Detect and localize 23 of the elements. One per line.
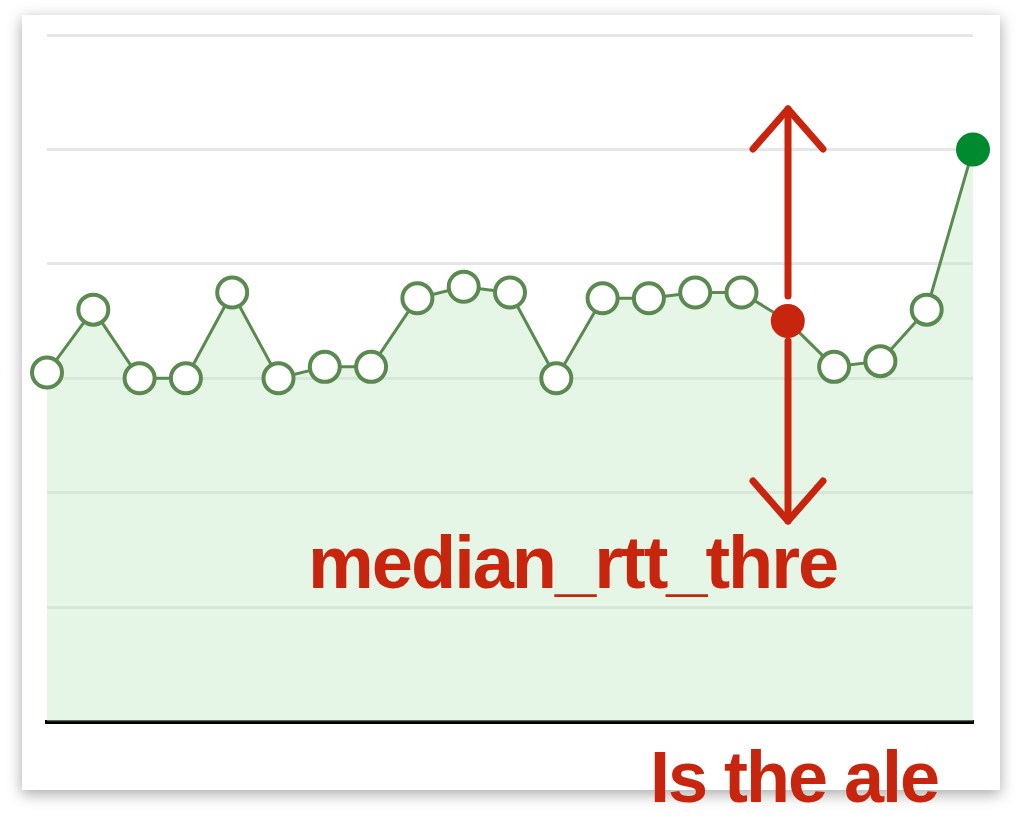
point <box>400 281 435 316</box>
point <box>354 349 389 384</box>
point <box>261 361 296 396</box>
point <box>724 275 759 310</box>
point <box>493 275 527 310</box>
annotation: median_rtt_thre <box>308 520 838 605</box>
point <box>956 132 990 167</box>
point <box>909 292 944 327</box>
point <box>678 275 713 310</box>
point <box>215 275 250 310</box>
point <box>122 361 157 396</box>
point <box>817 349 852 384</box>
point <box>863 344 898 379</box>
text: Is the ale <box>650 736 939 816</box>
point <box>770 304 805 339</box>
point <box>585 281 620 316</box>
point <box>539 361 574 396</box>
point <box>30 355 64 390</box>
point <box>631 281 666 316</box>
point <box>76 292 111 327</box>
point <box>168 361 203 396</box>
point <box>307 349 342 384</box>
point <box>446 269 481 304</box>
